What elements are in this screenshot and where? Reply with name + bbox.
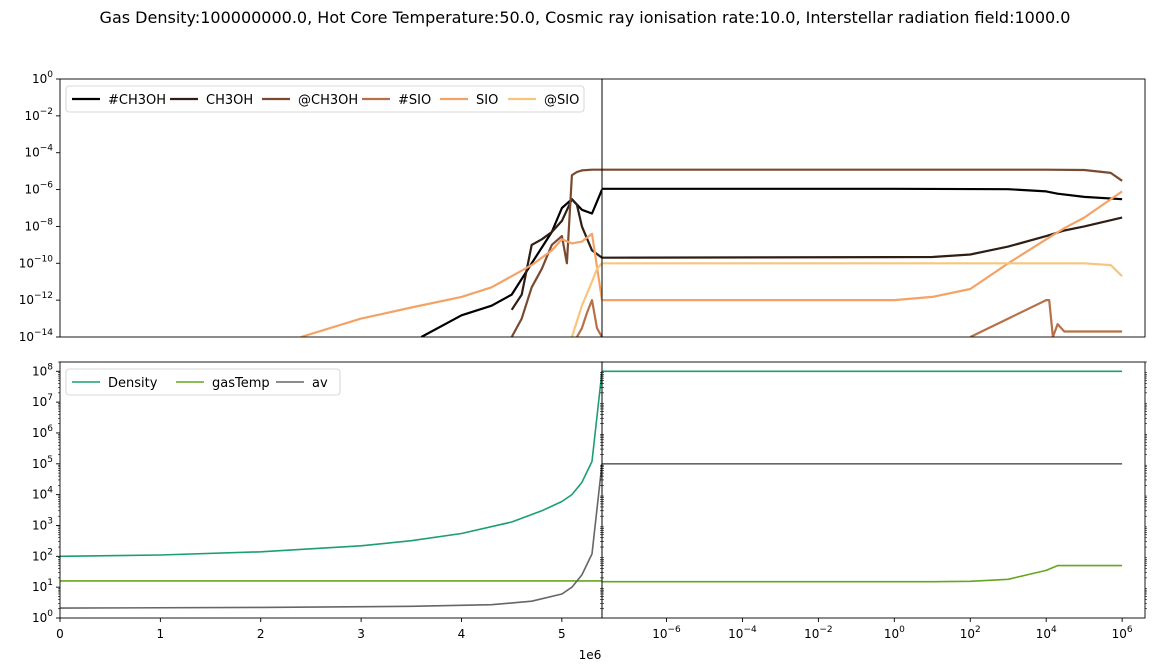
legend: Density gasTemp av <box>65 368 341 396</box>
series-line-density <box>60 371 602 558</box>
legend-label: @CH3OH <box>298 93 358 108</box>
legend-box <box>65 85 585 113</box>
legend-item: SIO <box>440 93 498 108</box>
legend-item: Density <box>72 376 158 391</box>
series-line-ch3oh <box>420 189 602 337</box>
x-tick-label: 106 <box>1112 625 1133 641</box>
series-group <box>300 168 602 337</box>
panels: 100 10−2 10−4 10−6 10−8 10−10 10−12 10−14 #CH3OH… <box>19 70 1147 641</box>
series-line-av <box>60 463 602 609</box>
legend: #CH3OH CH3OH @CH3OH #SIO SIO @SIO <box>65 85 585 113</box>
panel-bottom-right: 10−6 10−4 10−2 100 102 104 106 <box>600 361 1147 641</box>
legend-item: #CH3OH <box>72 93 166 108</box>
series-group <box>602 168 1123 337</box>
y-tick-label: 102 <box>32 547 53 563</box>
legend-label: Density <box>108 376 158 391</box>
series-line-ch3oh <box>510 168 602 337</box>
legend-item: @CH3OH <box>262 93 358 108</box>
legend-label: av <box>312 376 328 391</box>
figure-title: Gas Density:100000000.0, Hot Core Temper… <box>100 8 1071 27</box>
legend-item: gasTemp <box>176 376 270 391</box>
y-tick-label: 10−12 <box>19 291 53 307</box>
y-tick-label: 103 <box>32 516 53 532</box>
series-line-sio <box>602 262 1123 277</box>
x-tick-label: 10−6 <box>652 625 681 641</box>
legend-label: SIO <box>476 93 498 108</box>
y-tick-label: 104 <box>32 486 53 502</box>
x-tick-label: 2 <box>257 627 265 641</box>
series-line-sio <box>575 299 602 337</box>
axes-frame <box>601 78 1146 338</box>
series-line-gastemp <box>602 564 1123 583</box>
x-tick-label: 5 <box>558 627 566 641</box>
panel-top-left: 100 10−2 10−4 10−6 10−8 10−10 10−12 10−14 #CH3OH… <box>19 70 603 344</box>
y-tick-label: 100 <box>32 70 53 86</box>
axes-frame <box>59 78 603 338</box>
legend-item: #SIO <box>362 93 431 108</box>
x-tick-label: 3 <box>357 627 365 641</box>
x-tick-label: 0 <box>56 627 64 641</box>
y-tick-label: 105 <box>32 455 53 471</box>
axes-frame <box>601 361 1146 619</box>
legend-label: #SIO <box>398 93 431 108</box>
panel-top-right <box>601 78 1146 338</box>
y-tick-label: 100 <box>32 609 53 625</box>
series-line-ch3oh <box>602 216 1123 259</box>
y-tick-label: 10−4 <box>24 144 53 160</box>
x-tick-label: 10−4 <box>728 625 757 641</box>
x-tick-label: 4 <box>458 627 466 641</box>
legend-item: @SIO <box>508 93 579 108</box>
x-tick-label: 100 <box>884 625 905 641</box>
series-group <box>602 370 1123 583</box>
series-group <box>60 371 602 609</box>
series-line-sio <box>969 299 1123 337</box>
legend-label: #CH3OH <box>108 93 166 108</box>
x-offset-label: 1e6 <box>579 648 602 662</box>
legend-label: @SIO <box>544 93 579 108</box>
y-tick-label: 106 <box>32 424 53 440</box>
legend-item: CH3OH <box>170 93 253 108</box>
x-tick-label: 102 <box>960 625 981 641</box>
series-line-sio <box>570 262 602 337</box>
x-tick-label: 1 <box>157 627 165 641</box>
y-tick-label: 10−10 <box>19 254 54 270</box>
x-tick-label: 104 <box>1036 625 1057 641</box>
axes-frame <box>59 361 603 619</box>
y-tick-label: 10−2 <box>24 107 53 123</box>
series-line-ch3oh <box>510 198 602 311</box>
y-tick-label: 108 <box>32 362 53 378</box>
x-tick-label: 10−2 <box>804 625 833 641</box>
legend-item: av <box>276 376 328 391</box>
legend-label: gasTemp <box>212 376 270 391</box>
y-tick-label: 107 <box>32 393 53 409</box>
y-tick-label: 10−8 <box>24 217 53 233</box>
y-tick-label: 101 <box>32 578 53 594</box>
series-line-ch3oh <box>602 168 1123 182</box>
legend-label: CH3OH <box>206 93 253 108</box>
series-line-sio <box>300 232 602 337</box>
series-line-sio <box>602 190 1123 302</box>
panel-bottom-left: 108 107 106 105 104 103 102 101 1000 1 2 3 4 5 Density… <box>32 361 604 641</box>
y-tick-label: 10−14 <box>19 328 54 344</box>
y-tick-label: 10−6 <box>24 181 53 197</box>
series-line-ch3oh <box>602 187 1123 201</box>
